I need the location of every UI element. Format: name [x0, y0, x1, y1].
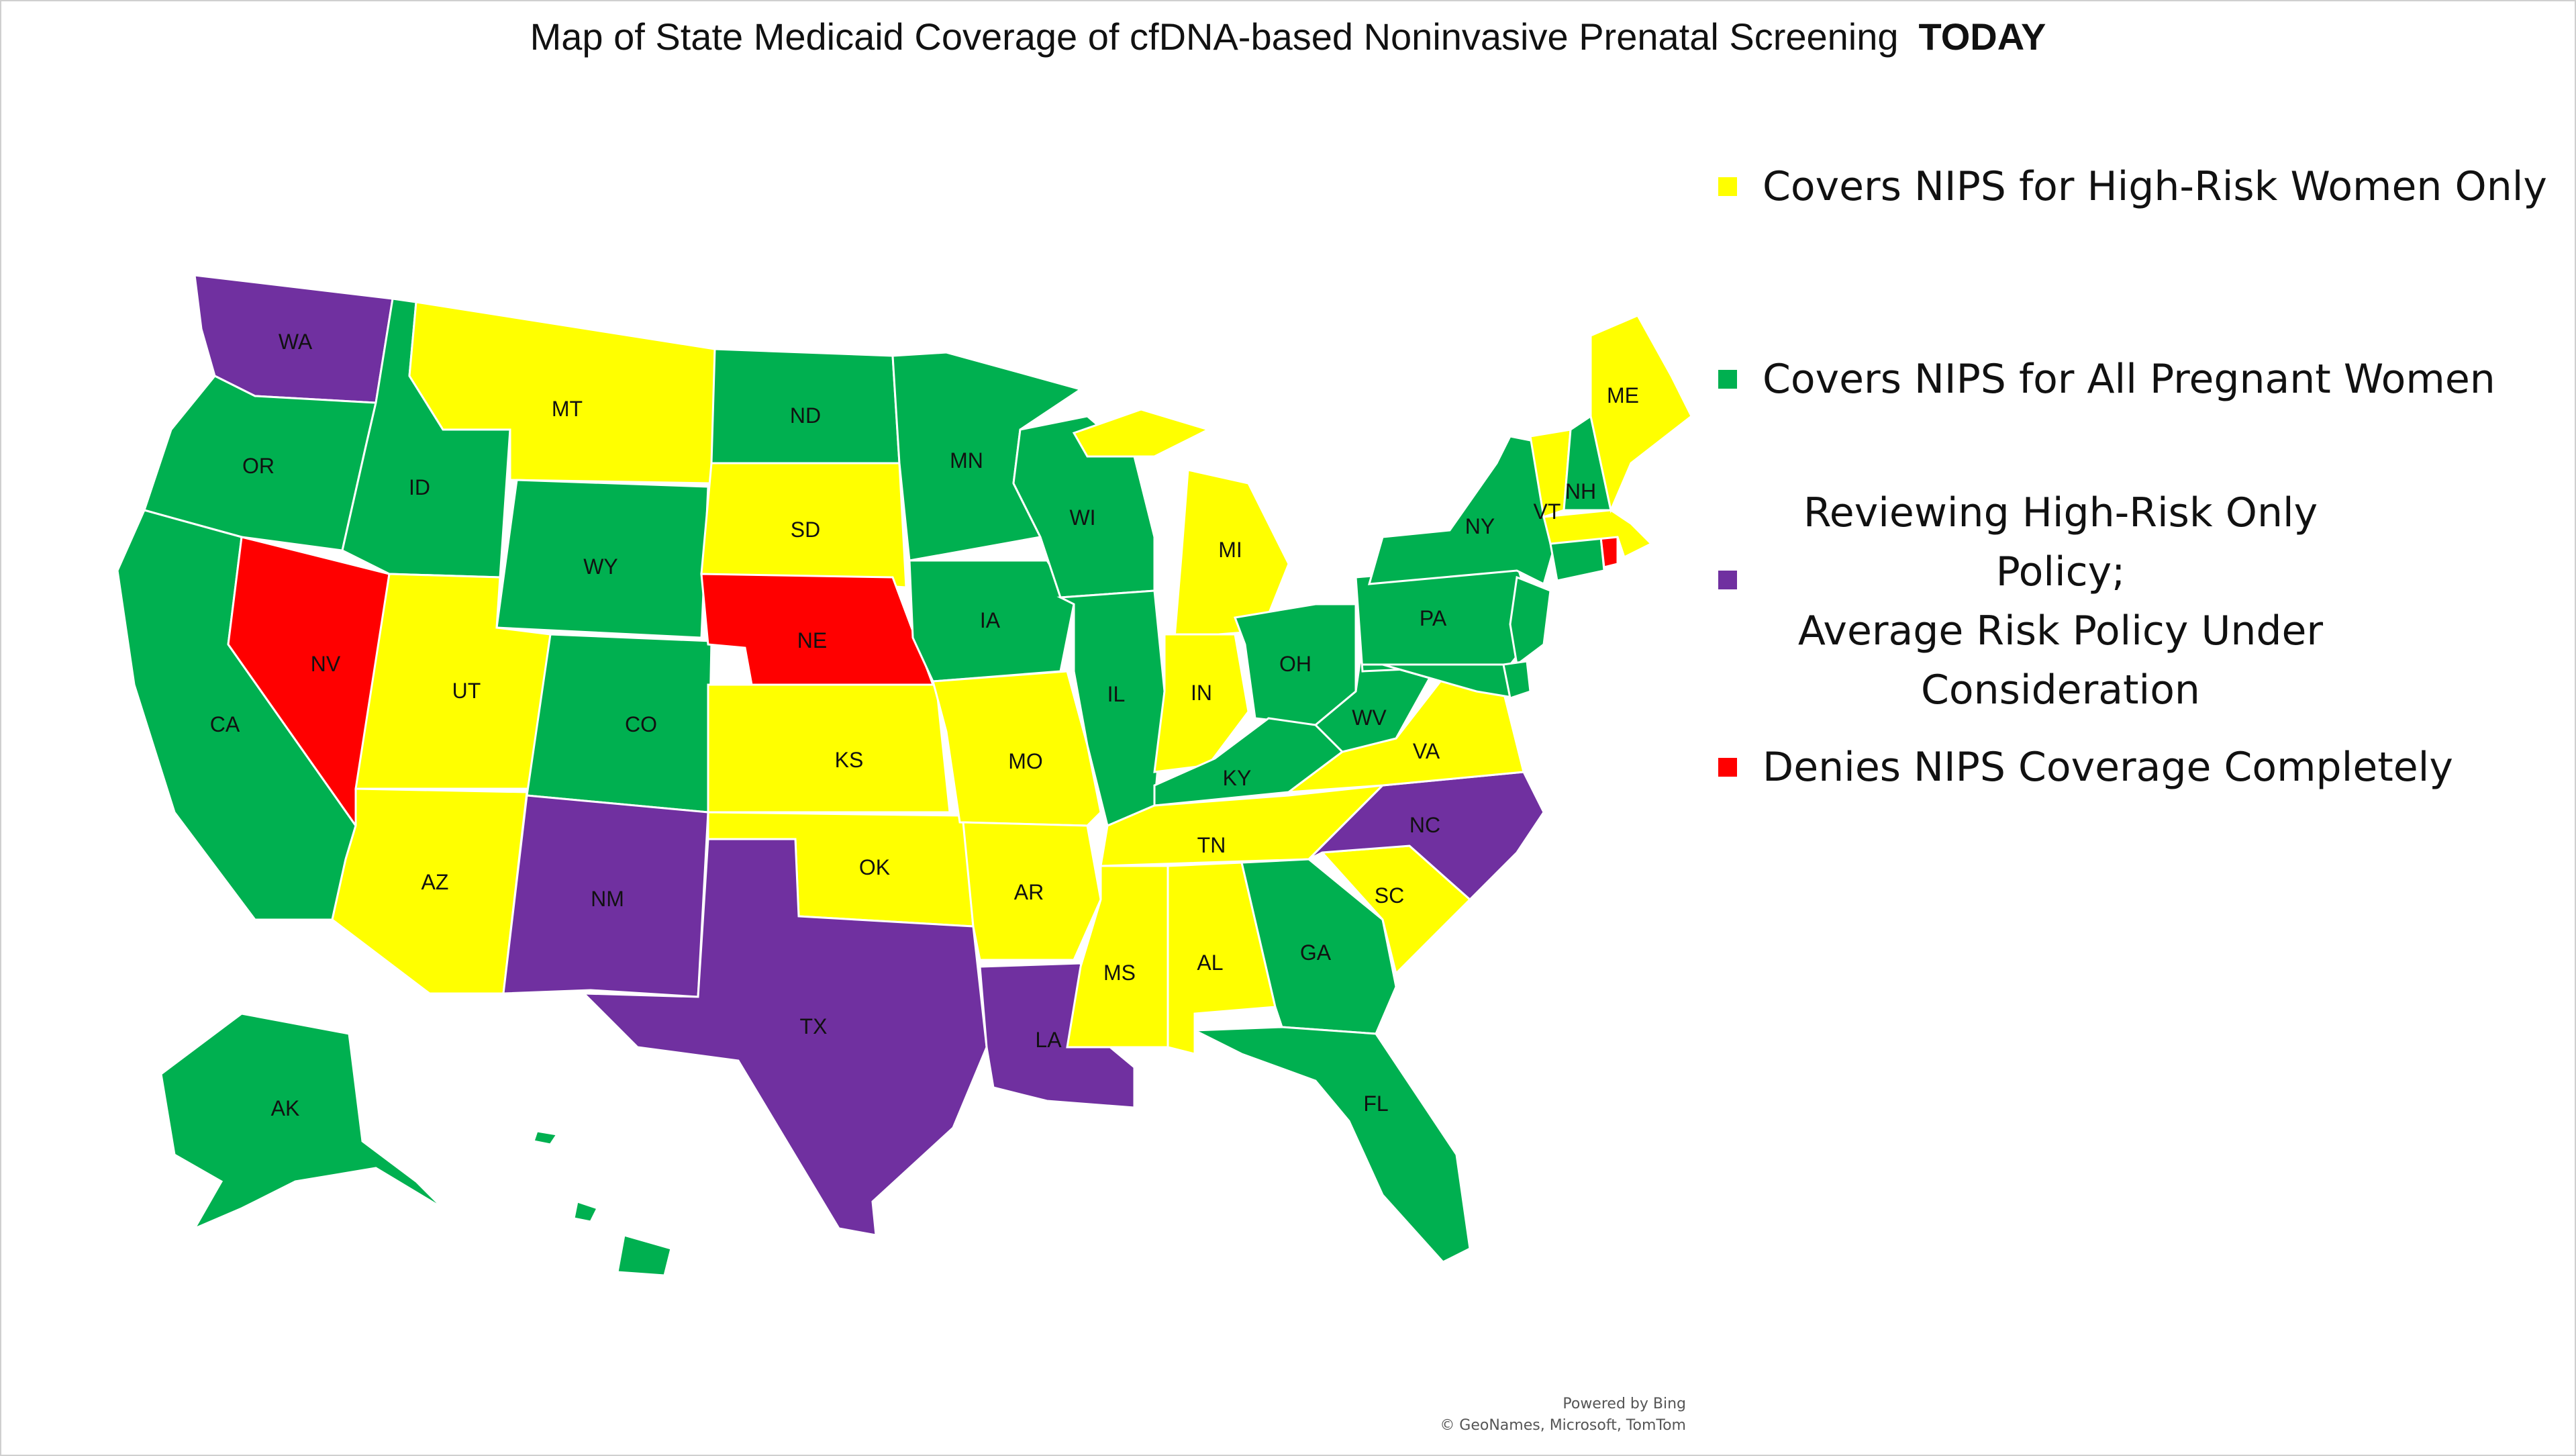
- label-MO: MO: [1008, 749, 1043, 773]
- label-AZ: AZ: [422, 870, 449, 894]
- label-MI: MI: [1218, 538, 1242, 562]
- label-TN: TN: [1197, 833, 1226, 857]
- legend-label: Covers NIPS for High-Risk Women Only: [1763, 163, 2547, 210]
- label-IN: IN: [1191, 681, 1212, 705]
- label-FL: FL: [1363, 1091, 1388, 1116]
- state-FL: [1194, 1026, 1471, 1263]
- map-title: Map of State Medicaid Coverage of cfDNA-…: [0, 15, 2576, 58]
- state-MO: [932, 670, 1102, 827]
- label-WY: WY: [583, 554, 618, 579]
- state-VA: [1285, 677, 1525, 793]
- label-IL: IL: [1107, 682, 1126, 706]
- legend-item-denies: Denies NIPS Coverage Completely: [1718, 744, 2453, 791]
- legend-label: Reviewing High-Risk Only Policy; Average…: [1797, 489, 2324, 714]
- label-NY: NY: [1465, 514, 1495, 538]
- label-AL: AL: [1197, 951, 1223, 975]
- label-KS: KS: [835, 748, 864, 772]
- state-RI: [1599, 536, 1619, 569]
- legend-swatch-yellow: [1718, 177, 1737, 196]
- label-NM: NM: [591, 887, 624, 911]
- state-MA: [1542, 509, 1653, 559]
- label-WI: WI: [1069, 505, 1095, 530]
- state-AR: [962, 821, 1102, 961]
- state-CO: [526, 633, 713, 814]
- label-NE: NE: [797, 628, 827, 652]
- legend-item-high-risk-only: Covers NIPS for High-Risk Women Only: [1718, 163, 2547, 210]
- label-NV: NV: [311, 652, 341, 676]
- label-UT: UT: [452, 679, 481, 703]
- label-OK: OK: [859, 855, 890, 879]
- label-AK: AK: [271, 1096, 300, 1120]
- label-SC: SC: [1375, 883, 1404, 908]
- label-ID: ID: [409, 475, 430, 499]
- state-SD: [700, 462, 907, 589]
- label-GA: GA: [1300, 940, 1332, 965]
- legend-swatch-green: [1718, 370, 1737, 389]
- label-IA: IA: [980, 608, 1001, 632]
- label-OH: OH: [1279, 652, 1311, 676]
- legend-swatch-red: [1718, 758, 1737, 777]
- attribution-line-1: Powered by Bing: [1563, 1396, 1686, 1412]
- label-OR: OR: [242, 454, 275, 478]
- label-SD: SD: [791, 518, 820, 542]
- state-HI-3: [532, 1130, 559, 1146]
- label-CA: CA: [210, 712, 240, 736]
- state-HI-1: [616, 1234, 673, 1277]
- title-main: Map of State Medicaid Coverage of cfDNA-…: [530, 15, 1899, 58]
- attribution-line-2: © GeoNames, Microsoft, TomTom: [1440, 1417, 1686, 1434]
- label-CO: CO: [625, 712, 657, 736]
- label-MT: MT: [552, 397, 583, 421]
- state-AK: [160, 1012, 444, 1231]
- state-GA: [1240, 858, 1397, 1035]
- label-ND: ND: [790, 403, 821, 428]
- state-ME: [1589, 314, 1693, 514]
- label-PA: PA: [1420, 606, 1447, 630]
- map-attribution: Powered by Bing © GeoNames, Microsoft, T…: [1440, 1394, 1686, 1437]
- label-NC: NC: [1409, 813, 1440, 837]
- label-KY: KY: [1223, 766, 1252, 790]
- label-VT: VT: [1534, 499, 1561, 524]
- label-LA: LA: [1035, 1028, 1062, 1052]
- state-MI-up: [1072, 408, 1211, 458]
- label-WA: WA: [279, 330, 313, 354]
- label-TX: TX: [800, 1014, 828, 1038]
- label-MN: MN: [950, 448, 983, 473]
- state-NY: [1367, 435, 1558, 586]
- label-ME: ME: [1607, 383, 1639, 407]
- state-HI-2: [573, 1200, 599, 1223]
- label-NH: NH: [1565, 479, 1596, 503]
- title-emphasis: TODAY: [1918, 15, 2046, 58]
- legend-item-all-pregnant-women: Covers NIPS for All Pregnant Women: [1718, 356, 2495, 403]
- label-MS: MS: [1103, 961, 1136, 985]
- state-NJ: [1509, 575, 1552, 667]
- state-NM: [502, 794, 709, 998]
- state-WY: [495, 479, 709, 639]
- legend-label: Denies NIPS Coverage Completely: [1763, 744, 2453, 791]
- state-KS: [707, 683, 951, 814]
- legend-label: Covers NIPS for All Pregnant Women: [1763, 356, 2495, 403]
- label-AR: AR: [1014, 880, 1044, 904]
- legend-swatch-purple: [1718, 571, 1737, 589]
- state-TX: [581, 838, 988, 1236]
- label-WV: WV: [1352, 706, 1387, 730]
- state-DE: [1502, 660, 1532, 699]
- label-VA: VA: [1413, 739, 1440, 763]
